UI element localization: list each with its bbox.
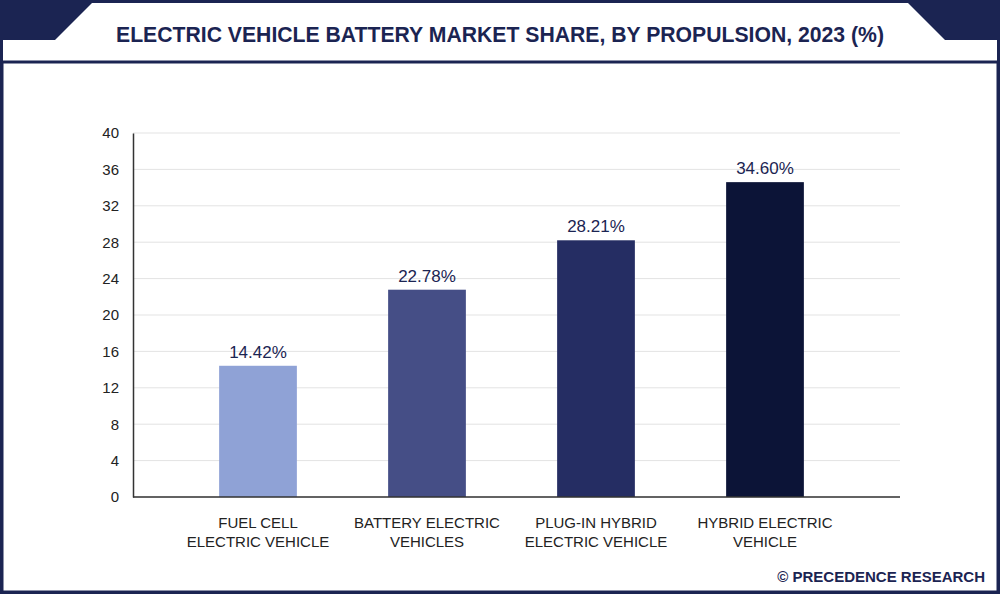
chart: ELECTRIC VEHICLE BATTERY MARKET SHARE, B… (0, 0, 1000, 594)
y-tick-label: 32 (102, 197, 119, 214)
outer-border (2, 2, 999, 593)
x-axis: FUEL CELLELECTRIC VEHICLE BATTERY ELECTRI… (133, 497, 900, 550)
frame (2, 62, 998, 592)
x-tick: PLUG-IN HYBRIDELECTRIC VEHICLE (525, 497, 668, 550)
y-tick: 28 (102, 234, 133, 251)
grid (133, 133, 900, 497)
y-axis-line (133, 134, 135, 498)
data-label: 22.78% (398, 267, 456, 286)
y-tick-label: 40 (102, 124, 119, 141)
y-tick: 8 (111, 416, 133, 433)
y-tick-label: 36 (102, 161, 119, 178)
title: ELECTRIC VEHICLE BATTERY MARKET SHARE, B… (116, 22, 884, 47)
grid-line (133, 497, 900, 498)
x-tick-label: BATTERY ELECTRICVEHICLES (354, 514, 500, 551)
y-tick: 40 (102, 124, 133, 141)
y-tick-label: 24 (102, 270, 119, 287)
x-axis-line (133, 496, 900, 498)
bar (219, 366, 297, 497)
source: © PRECEDENCE RESEARCH (777, 568, 985, 585)
bar (726, 182, 804, 497)
x-tick: FUEL CELLELECTRIC VEHICLE (187, 497, 330, 550)
y-tick: 16 (102, 343, 133, 360)
x-tick: BATTERY ELECTRICVEHICLES (354, 497, 500, 550)
bar (557, 240, 635, 497)
y-tick-label: 20 (102, 306, 119, 323)
data-label: 14.42% (229, 343, 287, 362)
y-tick: 4 (111, 452, 133, 469)
bars (219, 182, 804, 497)
y-axis: 0 4 8 12 16 20 24 28 32 36 40 (102, 124, 133, 505)
x-tick-label: FUEL CELLELECTRIC VEHICLE (187, 514, 330, 551)
data-labels: 14.42% 22.78% 28.21% 34.60% (229, 159, 794, 362)
y-tick-label: 12 (102, 379, 119, 396)
y-tick-label: 28 (102, 234, 119, 251)
y-tick: 36 (102, 161, 133, 178)
y-tick: 20 (102, 306, 133, 323)
background (0, 0, 1000, 594)
grid-line (133, 133, 900, 134)
y-tick-label: 0 (111, 488, 119, 505)
x-tick-label: PLUG-IN HYBRIDELECTRIC VEHICLE (525, 514, 668, 551)
x-tick: HYBRID ELECTRICVEHICLE (697, 497, 832, 550)
x-tick-label: HYBRID ELECTRICVEHICLE (697, 514, 832, 551)
corner (0, 0, 95, 40)
y-tick: 24 (102, 270, 133, 287)
data-label: 28.21% (567, 217, 625, 236)
y-tick: 32 (102, 197, 133, 214)
data-label: 34.60% (736, 159, 794, 178)
y-tick-label: 8 (111, 416, 119, 433)
y-tick: 0 (111, 488, 133, 505)
y-tick-label: 4 (111, 452, 119, 469)
bar (388, 290, 466, 497)
y-tick-label: 16 (102, 343, 119, 360)
y-tick: 12 (102, 379, 133, 396)
corner (905, 0, 1000, 40)
